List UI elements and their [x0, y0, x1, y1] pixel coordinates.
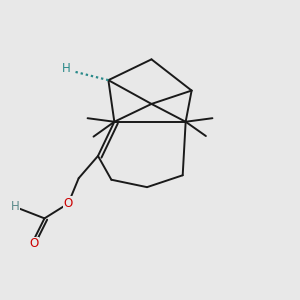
- Text: O: O: [29, 237, 39, 250]
- Text: H: H: [11, 200, 19, 213]
- Text: H: H: [62, 62, 70, 75]
- Text: O: O: [64, 197, 73, 210]
